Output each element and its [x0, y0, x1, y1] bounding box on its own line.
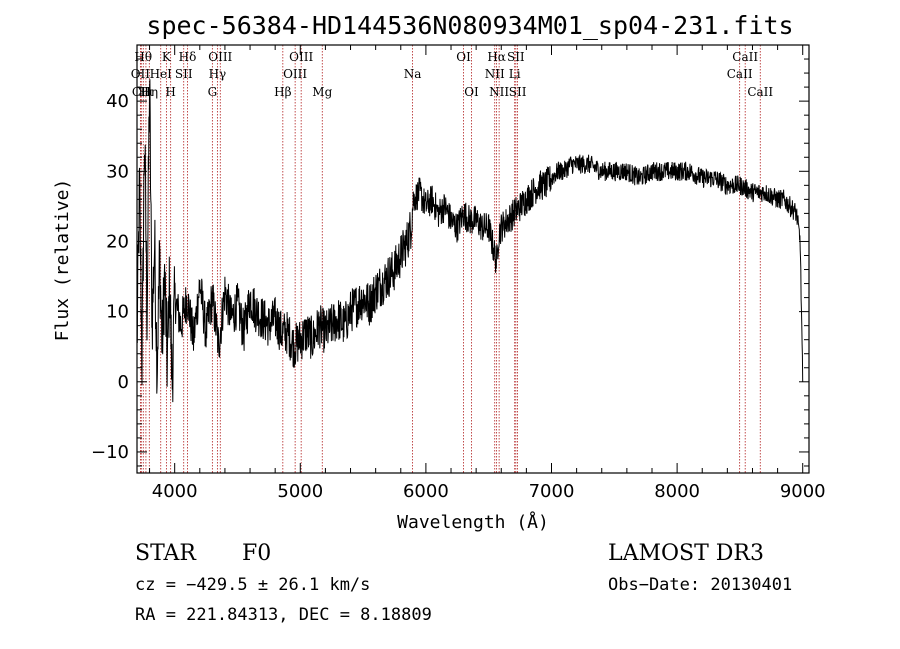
- x-tick-label: 8000: [654, 481, 700, 502]
- spectral-line-markers: [139, 45, 761, 473]
- marker-label: Na: [404, 67, 422, 81]
- marker-label: Hα: [487, 50, 506, 64]
- marker-label: CaII: [732, 50, 758, 64]
- marker-label: SII: [175, 67, 193, 81]
- marker-label: CaII: [727, 67, 753, 81]
- spectrum-line: [136, 79, 804, 403]
- marker-label: Hθ: [134, 50, 152, 64]
- marker-label: G: [208, 85, 218, 99]
- marker-label: Li: [509, 67, 521, 81]
- x-tick-label: 7000: [529, 481, 575, 502]
- spectrum-series: [136, 79, 804, 403]
- axis-ticks: [137, 44, 809, 473]
- marker-label: SII: [509, 85, 527, 99]
- y-tick-label: 20: [106, 231, 129, 252]
- y-tick-label: 40: [106, 91, 129, 112]
- marker-label: Hγ: [209, 67, 227, 81]
- marker-label: OIII: [283, 67, 307, 81]
- marker-label: HeI: [150, 67, 173, 81]
- marker-label: NII: [489, 85, 509, 99]
- obs-date-text: Obs−Date: 20130401: [608, 575, 792, 595]
- marker-label: OI: [464, 85, 479, 99]
- marker-label: K: [162, 50, 172, 64]
- marker-label: OI: [456, 50, 471, 64]
- y-tick-label: 10: [106, 302, 129, 323]
- radec-text: RA = 221.84313, DEC = 8.18809: [135, 605, 432, 625]
- subclass-label: F0: [242, 541, 271, 566]
- survey-label: LAMOST DR3: [608, 541, 764, 566]
- y-tick-label: −10: [91, 442, 129, 463]
- marker-label: SII: [507, 50, 525, 64]
- marker-label: CaII: [747, 85, 773, 99]
- marker-label: Mg: [312, 85, 332, 99]
- marker-label: H: [165, 85, 175, 99]
- x-tick-label: 9000: [780, 481, 826, 502]
- x-tick-label: 4000: [152, 481, 198, 502]
- cz-text: cz = −429.5 ± 26.1 km/s: [135, 575, 370, 595]
- y-axis-label: Flux (relative): [52, 179, 73, 342]
- marker-label: OIII: [208, 50, 232, 64]
- plot-frame: [136, 44, 810, 474]
- marker-label: OIII: [289, 50, 313, 64]
- x-tick-label: 6000: [403, 481, 449, 502]
- y-tick-label: 0: [118, 372, 129, 393]
- marker-label: NII: [485, 67, 505, 81]
- class-label: STAR: [135, 541, 197, 566]
- x-tick-label: 5000: [277, 481, 323, 502]
- x-axis-label: Wavelength (Å): [397, 511, 549, 533]
- marker-label: OII: [131, 67, 151, 81]
- spectral-line-labels: OIICIIHθHιHηHeIKHSIIHδGHγOIIIHβOIIIOIIIM…: [131, 50, 774, 99]
- axis-tick-labels: 4000 5000 6000 7000 8000 9000 −10 0 10 20 30 40: [91, 91, 826, 502]
- marker-label: Hβ: [274, 85, 291, 99]
- chart-title: spec-56384-HD144536N080934M01_sp04-231.f…: [146, 11, 793, 40]
- marker-label: Hδ: [179, 50, 197, 64]
- y-tick-label: 30: [106, 161, 129, 182]
